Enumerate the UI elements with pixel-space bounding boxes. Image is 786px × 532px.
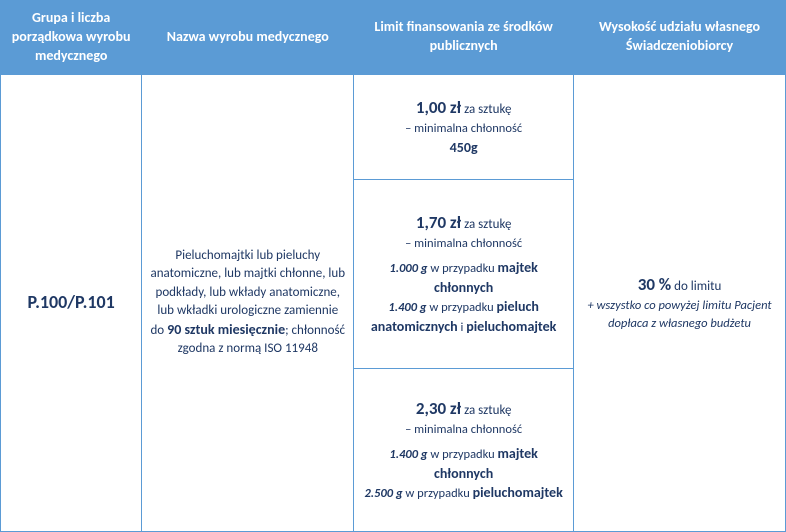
tier-3-per: za sztukę — [461, 403, 511, 418]
tier-2-subtitle: – minimalna chłonność — [362, 235, 565, 253]
tier-3-b2: pieluchomajtek — [473, 484, 563, 501]
tier-2-t2b: i — [458, 320, 467, 335]
product-name-cell: Pieluchomajtki lub pieluchy anatomiczne,… — [142, 74, 354, 531]
table-header: Grupa i liczba porządkowa wyrobu medyczn… — [1, 1, 786, 75]
tier-3-g1: 1.400 g — [389, 447, 427, 462]
group-code: P.100/P.101 — [28, 291, 115, 313]
tier-1-boldline: 450g — [362, 138, 565, 158]
tier-2-cell: 1,70 zł za sztukę – minimalna chłonność … — [354, 179, 574, 368]
tier-2-per: za sztukę — [461, 217, 511, 232]
tier-3-t2: w przypadku — [403, 486, 473, 501]
header-col4: Wysokość udziału własnego Świadczeniobio… — [574, 1, 786, 75]
tier-1-subtitle: – minimalna chłonność — [362, 120, 565, 138]
tier-2-t2: w przypadku — [427, 300, 497, 315]
tier-3-g2: 2.500 g — [364, 486, 402, 501]
tier-2-g1: 1.000 g — [389, 261, 427, 276]
tier-1-price: 1,00 zł — [416, 97, 461, 118]
header-col1: Grupa i liczba porządkowa wyrobu medyczn… — [1, 1, 142, 75]
tier-2-b2b: pieluchomajtek — [466, 318, 556, 335]
tier-1-cell: 1,00 zł za sztukę – minimalna chłonność … — [354, 74, 574, 179]
patient-share-cell: 30 % do limitu + wszystko co powyżej lim… — [574, 74, 786, 531]
tier-2-t1: w przypadku — [428, 261, 498, 276]
tier-2-g2: 1.400 g — [388, 300, 426, 315]
patient-share-pct: 30 % — [638, 274, 671, 295]
tier-3-price: 2,30 zł — [416, 398, 461, 419]
tier-3-cell: 2,30 zł za sztukę – minimalna chłonność … — [354, 368, 574, 531]
table: Grupa i liczba porządkowa wyrobu medyczn… — [0, 0, 786, 532]
pricing-table: Grupa i liczba porządkowa wyrobu medyczn… — [0, 0, 786, 532]
tier-2-price: 1,70 zł — [416, 212, 461, 233]
group-code-cell: P.100/P.101 — [1, 74, 142, 531]
header-col2: Nazwa wyrobu medycznego — [142, 1, 354, 75]
product-qty: 90 sztuk miesięcznie — [167, 321, 285, 338]
patient-share-rest: do limitu — [671, 279, 721, 294]
tier-1-per: za sztukę — [461, 102, 511, 117]
header-col3: Limit finansowania ze środków publicznyc… — [354, 1, 574, 75]
tier-3-t1: w przypadku — [428, 447, 498, 462]
tier-3-subtitle: – minimalna chłonność — [362, 421, 565, 439]
patient-share-note: + wszystko co powyżej limitu Pacjent dop… — [582, 297, 777, 332]
